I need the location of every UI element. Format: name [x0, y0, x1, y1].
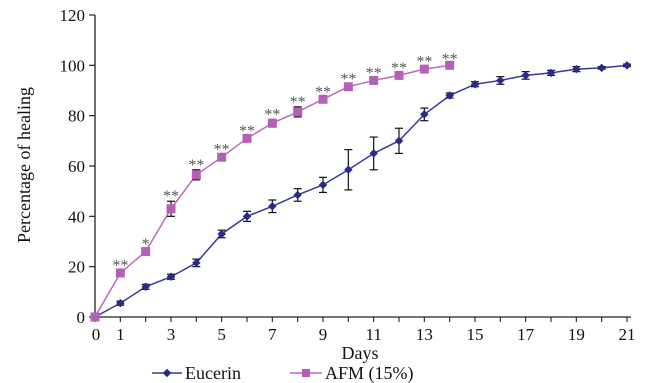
data-point — [445, 91, 454, 100]
x-tick-label: 3 — [167, 325, 176, 344]
legend: Eucerin AFM (15%) — [152, 363, 414, 383]
y-tick-label: 80 — [68, 107, 85, 126]
legend-entry-afm: AFM (15%) — [290, 363, 414, 383]
series-eucerin — [90, 61, 632, 322]
data-point — [622, 61, 632, 70]
data-point — [597, 63, 606, 73]
y-tick-label: 20 — [68, 258, 85, 277]
y-tick-label: 40 — [68, 207, 85, 226]
data-point — [470, 79, 480, 89]
y-tick-label: 100 — [60, 56, 86, 75]
data-point — [420, 110, 429, 119]
data-point — [394, 136, 404, 146]
legend-marker-afm — [302, 369, 310, 377]
data-point — [242, 212, 252, 221]
x-axis-title: Days — [342, 343, 379, 363]
data-point — [141, 247, 151, 257]
data-point — [242, 133, 252, 143]
significance-label: ** — [315, 84, 331, 101]
x-tick-label: 9 — [319, 325, 328, 344]
x-tick-label: 19 — [568, 325, 585, 344]
significance-label: ** — [188, 157, 204, 174]
significance-label: ** — [340, 71, 356, 88]
axes — [89, 14, 631, 322]
significance-label: ** — [264, 106, 280, 123]
data-point — [192, 258, 201, 268]
series-line — [94, 64, 628, 318]
y-tick-label: 120 — [60, 6, 86, 25]
data-point — [217, 152, 227, 162]
data-point — [141, 282, 150, 292]
series-afm: ******************* ** ** ** ** — [90, 51, 458, 322]
significance-label: ** — [163, 188, 179, 205]
data-point — [293, 190, 302, 200]
data-point — [369, 149, 378, 158]
legend-label-eucerin: Eucerin — [185, 363, 241, 383]
data-point — [344, 165, 353, 175]
data-point — [166, 204, 176, 214]
x-tick-label: 15 — [467, 325, 484, 344]
data-point — [318, 180, 328, 190]
data-point — [293, 107, 303, 117]
data-point — [116, 298, 125, 308]
series-line — [94, 64, 450, 318]
data-point — [268, 202, 277, 211]
x-tick-label: 21 — [619, 325, 636, 344]
data-point — [267, 118, 277, 128]
y-tick-label: 60 — [68, 157, 85, 176]
legend-label-afm: AFM (15%) — [325, 363, 414, 383]
data-point — [496, 76, 505, 85]
data-point — [166, 272, 176, 281]
data-point — [115, 268, 125, 278]
significance-label: ** — [391, 60, 407, 77]
data-point — [419, 64, 429, 74]
significance-label: ** — [416, 54, 432, 71]
series-layer: ******************* ** ** ** ** — [90, 51, 632, 322]
data-point — [394, 70, 404, 80]
significance-label: ** — [290, 94, 306, 111]
x-tick-label: 1 — [116, 325, 125, 344]
data-point — [343, 82, 353, 92]
x-tick-label: 13 — [416, 325, 433, 344]
x-tick-label: 17 — [517, 325, 535, 344]
significance-label: ** — [112, 257, 128, 274]
data-point — [369, 75, 379, 85]
x-tick-label: 7 — [268, 325, 277, 344]
x-tick-label: 0 — [92, 325, 101, 344]
data-point — [445, 60, 455, 70]
legend-entry-eucerin: Eucerin — [152, 363, 241, 383]
significance-label: ** — [239, 123, 255, 140]
data-point — [521, 71, 530, 80]
data-point — [318, 94, 328, 104]
significance-label: ** — [442, 51, 458, 68]
significance-label: ** — [366, 65, 382, 82]
x-tick-label: 5 — [217, 325, 226, 344]
data-point — [90, 312, 100, 322]
legend-marker-eucerin — [162, 368, 172, 378]
y-axis-title: Percentage of healing — [14, 87, 34, 243]
x-tick-label: 11 — [365, 325, 381, 344]
significance-label: ** — [214, 142, 230, 159]
data-point — [191, 170, 201, 180]
data-point — [217, 229, 226, 239]
significance-label: * — [142, 236, 150, 253]
y-tick-label: 0 — [77, 308, 86, 327]
